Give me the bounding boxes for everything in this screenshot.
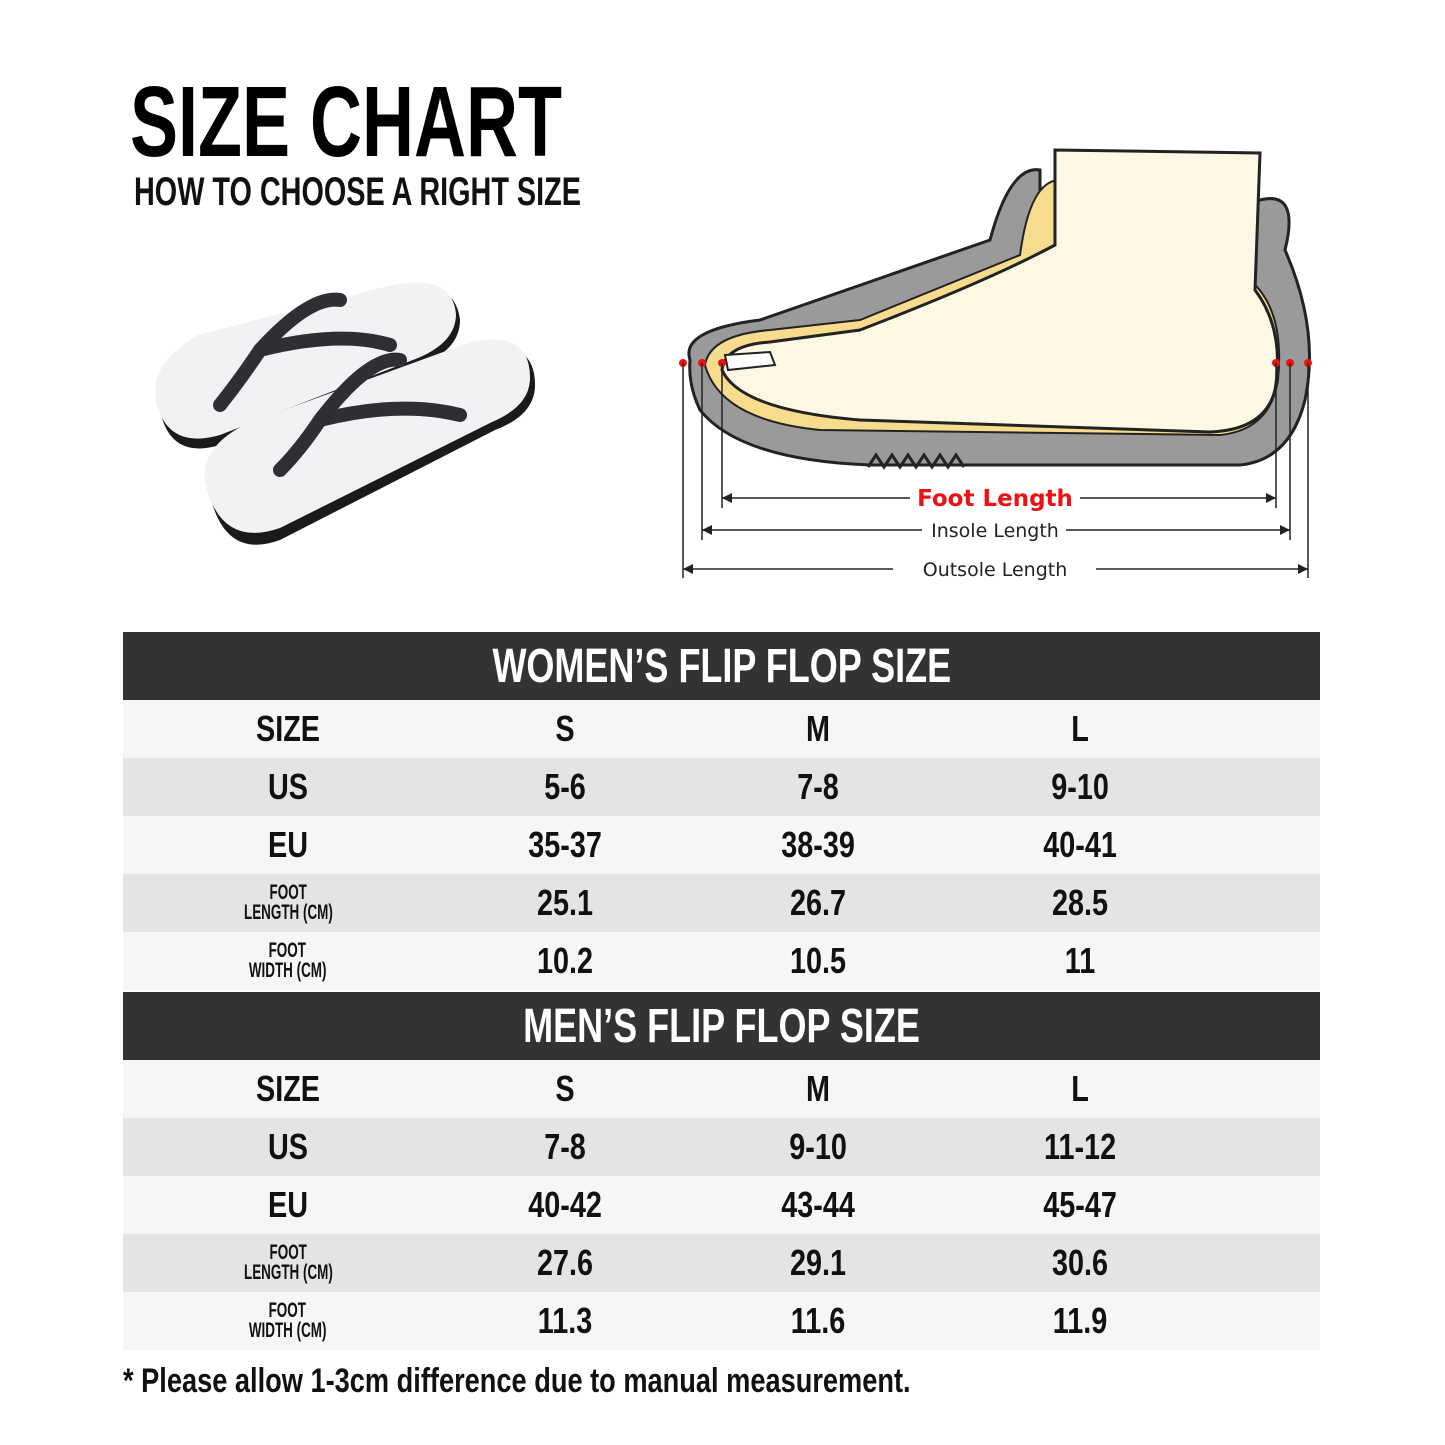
size-cell: 45-47 bbox=[1043, 1184, 1117, 1225]
insole-length-label: Insole Length bbox=[931, 520, 1059, 542]
size-cell: 40-41 bbox=[1043, 824, 1117, 865]
size-cell: 7-8 bbox=[544, 1126, 586, 1167]
size-cell: 40-42 bbox=[528, 1184, 602, 1225]
row-label: US bbox=[267, 766, 308, 807]
size-cell: 38-39 bbox=[781, 824, 855, 865]
size-cell: 35-37 bbox=[528, 824, 602, 865]
size-cell: M bbox=[806, 708, 830, 749]
table-row: SIZE S M L bbox=[123, 1060, 1320, 1118]
womens-size-table: WOMEN’S FLIP FLOP SIZE SIZE S M L US 5-6 7-8 9-1… bbox=[123, 632, 1320, 990]
page-subtitle: HOW TO CHOOSE A RIGHT SIZE bbox=[134, 170, 581, 214]
size-cell: 10.2 bbox=[536, 940, 594, 981]
table-row: FOOT WIDTH (CM) 10.2 10.5 11 bbox=[123, 932, 1320, 990]
row-label: EU bbox=[267, 1184, 308, 1225]
flip-flop-front bbox=[204, 339, 535, 545]
size-cell: 30.6 bbox=[1051, 1242, 1109, 1283]
row-label: FOOT WIDTH (CM) bbox=[249, 939, 327, 982]
table-row: SIZE S M L bbox=[123, 700, 1320, 758]
table-title: WOMEN’S FLIP FLOP SIZE bbox=[123, 632, 1320, 700]
size-cell: 11.6 bbox=[790, 1300, 846, 1341]
size-cell: M bbox=[806, 1068, 830, 1109]
table-row: FOOT LENGTH (CM) 25.1 26.7 28.5 bbox=[123, 874, 1320, 932]
size-cell: 7-8 bbox=[797, 766, 839, 807]
row-label: FOOT WIDTH (CM) bbox=[249, 1299, 327, 1342]
size-cell: 28.5 bbox=[1051, 882, 1109, 923]
table-row: FOOT LENGTH (CM) 27.6 29.1 30.6 bbox=[123, 1234, 1320, 1292]
row-label: SIZE bbox=[255, 708, 320, 749]
size-cell: 11-12 bbox=[1043, 1126, 1117, 1167]
row-label: FOOT LENGTH (CM) bbox=[243, 1241, 333, 1284]
row-label: US bbox=[267, 1126, 308, 1167]
size-cell: L bbox=[1071, 708, 1089, 749]
size-cell: 25.1 bbox=[536, 882, 594, 923]
size-cell: 10.5 bbox=[789, 940, 847, 981]
size-cell: 11.9 bbox=[1052, 1300, 1108, 1341]
size-cell: L bbox=[1071, 1068, 1089, 1109]
table-title: MEN’S FLIP FLOP SIZE bbox=[123, 992, 1320, 1060]
flip-flop-back bbox=[154, 282, 461, 449]
size-cell: 11 bbox=[1064, 940, 1096, 981]
foot-measurement-diagram: Foot Length Insole Length Outsole Length bbox=[679, 148, 1312, 581]
foot-length-label: Foot Length bbox=[917, 486, 1073, 512]
page-title: SIZE CHART bbox=[130, 66, 562, 178]
table-row: US 5-6 7-8 9-10 bbox=[123, 758, 1320, 816]
size-cell: 5-6 bbox=[544, 766, 586, 807]
size-cell: 9-10 bbox=[789, 1126, 847, 1167]
table-row: US 7-8 9-10 11-12 bbox=[123, 1118, 1320, 1176]
row-label: SIZE bbox=[255, 1068, 320, 1109]
size-cell: 9-10 bbox=[1051, 766, 1109, 807]
table-row: EU 35-37 38-39 40-41 bbox=[123, 816, 1320, 874]
footnote: * Please allow 1-3cm difference due to m… bbox=[123, 1362, 911, 1400]
table-row: EU 40-42 43-44 45-47 bbox=[123, 1176, 1320, 1234]
foot bbox=[720, 148, 1279, 434]
row-label: FOOT LENGTH (CM) bbox=[243, 881, 333, 924]
size-cell: S bbox=[555, 708, 575, 749]
size-cell: 29.1 bbox=[789, 1242, 847, 1283]
mens-size-table: MEN’S FLIP FLOP SIZE SIZE S M L US 7-8 9-10 11-1… bbox=[123, 992, 1320, 1350]
size-cell: 27.6 bbox=[536, 1242, 594, 1283]
flip-flops-image bbox=[154, 282, 535, 545]
size-cell: 43-44 bbox=[781, 1184, 855, 1225]
table-row: FOOT WIDTH (CM) 11.3 11.6 11.9 bbox=[123, 1292, 1320, 1350]
size-cell: 11.3 bbox=[537, 1300, 593, 1341]
size-cell: S bbox=[555, 1068, 575, 1109]
size-cell: 26.7 bbox=[789, 882, 847, 923]
outsole-length-label: Outsole Length bbox=[923, 559, 1068, 581]
row-label: EU bbox=[267, 824, 308, 865]
